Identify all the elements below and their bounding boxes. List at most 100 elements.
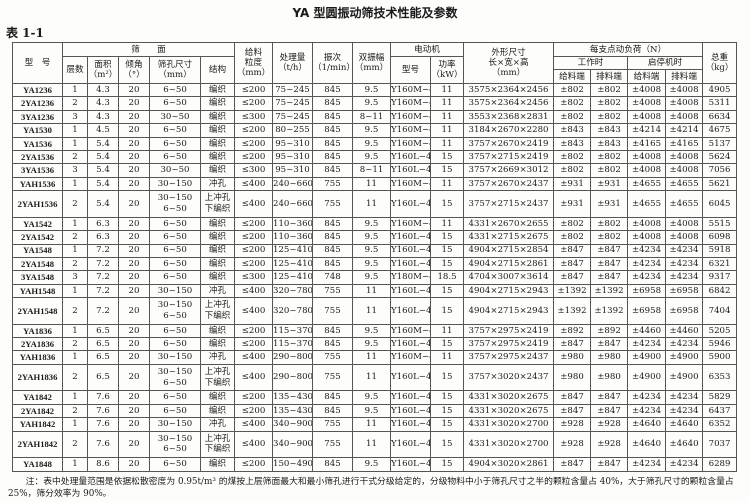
cell-motor-model: Y160M−4 xyxy=(390,323,431,339)
cell-area: 5.4 xyxy=(87,176,119,192)
cell-power: 15 xyxy=(429,256,465,272)
table-row: 2YAH1536 2 5.4 20 30~150 6~50 上冲孔 下编织 ≤400 240~… xyxy=(12,190,738,218)
cell-amplitude: 11 xyxy=(352,417,391,432)
cell-frequency: 748 xyxy=(312,270,353,285)
cell-power: 15 xyxy=(429,163,465,178)
cell-dimensions: 3757×3020×2437 xyxy=(463,363,555,392)
cell-startstop-discharge-end: ±4214 xyxy=(665,123,704,138)
cell-startstop-discharge-end: ±6958 xyxy=(665,297,704,325)
cell-layers: 2 xyxy=(62,337,88,352)
cell-startstop-feed-end: ±4234 xyxy=(627,390,667,405)
cell-capacity: 240~660 xyxy=(272,190,313,218)
cell-structure: 上冲孔 下编织 xyxy=(200,430,235,459)
cell-working-discharge-end: ±802 xyxy=(590,216,629,232)
cell-startstop-feed-end: ±4234 xyxy=(627,243,667,258)
cell-startstop-discharge-end: ±4655 xyxy=(665,190,704,218)
table-row: 2YA1236 2 4.3 20 6~50 编织 ≤200 75~245 845 9.5 Y160M… xyxy=(12,96,738,111)
cell-weight: 9317 xyxy=(702,270,738,285)
cell-feed-size: ≤200 xyxy=(234,457,273,472)
header-amplitude: 双振幅 （mm） xyxy=(352,42,391,84)
header-feed-size: 给料 粒度 （mm） xyxy=(234,42,273,84)
cell-working-discharge-end: ±802 xyxy=(590,230,629,245)
header-startstop-discharge-end: 排料端 xyxy=(665,69,704,84)
cell-amplitude: 11 xyxy=(352,297,391,325)
cell-power: 15 xyxy=(429,457,465,472)
cell-area: 7.2 xyxy=(87,297,119,325)
cell-working-discharge-end: ±847 xyxy=(590,256,629,272)
cell-weight: 6045 xyxy=(702,190,738,218)
cell-motor-model: Y180M−4 xyxy=(390,270,431,285)
cell-area: 7.2 xyxy=(87,243,119,258)
cell-weight: 6352 xyxy=(702,417,738,432)
cell-power: 15 xyxy=(429,297,465,325)
table-note: 注：表中处理量范围是依据松散密度为 0.95t/m³ 的煤按上层筛面最大和最小筛… xyxy=(8,477,734,499)
cell-amplitude: 11 xyxy=(352,176,391,192)
cell-working-discharge-end: ±1392 xyxy=(590,297,629,325)
cell-feed-size: ≤400 xyxy=(234,176,273,192)
cell-motor-model: Y160L−4 xyxy=(390,243,431,258)
cell-area: 7.6 xyxy=(87,417,119,432)
cell-weight: 5137 xyxy=(702,136,738,151)
cell-area: 5.4 xyxy=(87,136,119,151)
cell-power: 15 xyxy=(429,283,465,299)
header-frequency: 振次 （1/min） xyxy=(312,42,353,84)
cell-structure: 编织 xyxy=(200,109,235,125)
cell-amplitude: 8~11 xyxy=(352,163,391,178)
cell-angle: 20 xyxy=(118,190,150,218)
cell-amplitude: 9.5 xyxy=(352,457,391,472)
cell-capacity: 125~410 xyxy=(272,256,313,272)
cell-layers: 2 xyxy=(62,96,88,111)
cell-working-discharge-end: ±928 xyxy=(590,417,629,432)
table-row: 2YA1548 2 7.2 20 6~50 编织 ≤200 125~410 845 9.5 Y160… xyxy=(12,256,738,272)
cell-layers: 2 xyxy=(62,230,88,245)
cell-aperture: 6~50 xyxy=(149,337,201,352)
cell-area: 8.6 xyxy=(87,457,119,472)
cell-amplitude: 9.5 xyxy=(352,230,391,245)
cell-frequency: 755 xyxy=(312,283,353,299)
cell-structure: 上冲孔 下编织 xyxy=(200,190,235,218)
cell-layers: 3 xyxy=(62,163,88,178)
cell-aperture: 6~50 xyxy=(149,216,201,232)
cell-working-feed-end: ±847 xyxy=(553,390,592,405)
cell-power: 18.5 xyxy=(429,270,465,285)
cell-angle: 20 xyxy=(118,430,150,459)
cell-working-feed-end: ±802 xyxy=(553,96,592,111)
cell-amplitude: 11 xyxy=(352,430,391,459)
header-motor-model: 型号 xyxy=(390,56,431,84)
cell-area: 6.5 xyxy=(87,323,119,339)
cell-model: 2YAH1836 xyxy=(12,363,63,392)
cell-weight: 6321 xyxy=(702,256,738,272)
cell-angle: 20 xyxy=(118,136,150,151)
cell-model: 2YAH1842 xyxy=(12,430,63,459)
cell-motor-model: Y160M−4 xyxy=(390,96,431,111)
cell-startstop-feed-end: ±4008 xyxy=(627,109,667,125)
cell-feed-size: ≤200 xyxy=(234,243,273,258)
cell-structure: 编织 xyxy=(200,163,235,178)
cell-frequency: 755 xyxy=(312,430,353,459)
cell-structure: 编织 xyxy=(200,323,235,339)
cell-working-discharge-end: ±847 xyxy=(590,457,629,472)
table-title: YA 型圆振动筛技术性能及参数 xyxy=(292,6,458,20)
cell-weight: 6634 xyxy=(702,109,738,125)
cell-startstop-feed-end: ±4214 xyxy=(627,123,667,138)
cell-dimensions: 4904×2715×2854 xyxy=(463,243,555,258)
cell-layers: 2 xyxy=(62,403,88,419)
cell-aperture: 6~50 xyxy=(149,136,201,151)
specs-table: 型 号 筛 面 给料 粒度 （mm） 处理量 （t/h） 振次 （1/min） … xyxy=(12,42,738,472)
cell-dimensions: 3757×2715×2419 xyxy=(463,149,555,165)
cell-motor-model: Y160L−4 xyxy=(390,283,431,299)
cell-weight: 5829 xyxy=(702,390,738,405)
cell-layers: 1 xyxy=(62,82,88,98)
cell-startstop-feed-end: ±4655 xyxy=(627,176,667,192)
cell-power: 11 xyxy=(429,123,465,138)
cell-frequency: 845 xyxy=(312,243,353,258)
cell-motor-model: Y160L−4 xyxy=(390,297,431,325)
header-load: 每支点动负荷（N） xyxy=(553,42,704,57)
cell-dimensions: 3757×2669×3012 xyxy=(463,163,555,178)
cell-capacity: 135~430 xyxy=(272,403,313,419)
cell-working-discharge-end: ±802 xyxy=(590,96,629,111)
cell-model: YA1548 xyxy=(12,243,63,258)
cell-amplitude: 8~11 xyxy=(352,109,391,125)
header-motor: 电动机 xyxy=(389,42,465,57)
cell-layers: 1 xyxy=(62,457,88,472)
